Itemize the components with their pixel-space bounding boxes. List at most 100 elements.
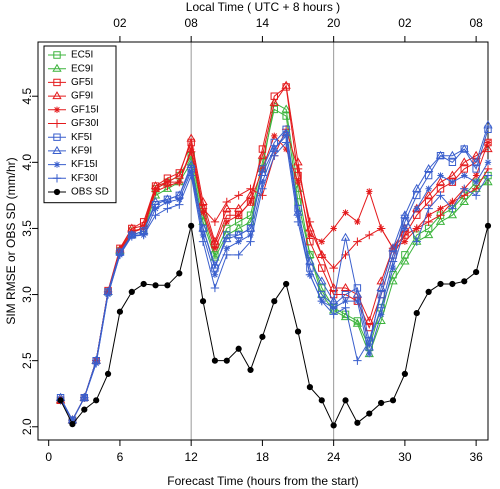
data-point	[328, 282, 339, 291]
data-point	[69, 421, 76, 428]
data-point	[388, 243, 398, 252]
data-point	[413, 211, 421, 219]
data-point	[103, 290, 113, 299]
data-point	[294, 178, 302, 186]
data-point	[330, 422, 337, 429]
data-point	[483, 171, 493, 180]
data-point	[164, 282, 171, 289]
data-point	[235, 212, 242, 219]
data-point	[330, 225, 337, 232]
y-axis-label: SIM RMSE or OBS SD (mm/hr)	[4, 157, 18, 324]
data-point	[447, 150, 458, 159]
data-point	[282, 132, 290, 140]
legend-label: OBS SD	[71, 187, 109, 198]
data-point	[412, 224, 421, 233]
data-point	[187, 165, 195, 173]
data-point	[484, 125, 492, 133]
data-point	[400, 211, 410, 220]
legend-marker	[52, 63, 62, 72]
data-point	[461, 172, 468, 179]
data-point	[127, 232, 136, 241]
data-point	[152, 205, 159, 212]
data-point	[389, 397, 397, 404]
data-point	[423, 163, 434, 172]
data-point	[234, 211, 243, 219]
data-point	[389, 264, 397, 272]
data-point	[188, 222, 195, 229]
data-point	[413, 309, 420, 317]
data-point	[352, 318, 363, 327]
data-point	[340, 282, 351, 291]
data-point	[436, 211, 445, 220]
data-point	[211, 245, 219, 252]
x-tick-label: 6	[117, 450, 124, 464]
x-tick-label: 18	[256, 450, 270, 464]
data-point	[306, 231, 314, 239]
top-tick-label: 02	[113, 16, 127, 30]
data-point	[484, 138, 492, 147]
data-point	[425, 212, 432, 219]
data-point	[259, 178, 266, 186]
data-point	[294, 212, 302, 219]
data-point	[329, 263, 338, 273]
data-point	[293, 217, 303, 227]
x-tick-label: 12	[184, 450, 198, 464]
data-point	[472, 178, 480, 186]
data-point	[484, 139, 492, 146]
data-point	[282, 125, 290, 133]
y-tick-label: 4.0	[20, 154, 34, 171]
data-point	[175, 200, 184, 209]
data-point	[80, 393, 89, 402]
legend-marker	[52, 91, 62, 100]
data-point	[376, 282, 386, 291]
data-point	[198, 237, 208, 246]
data-point	[281, 80, 291, 89]
x-axis-label: Forecast Time (hours from the start)	[167, 474, 358, 488]
data-point	[199, 298, 207, 305]
top-tick-label: 02	[398, 16, 412, 30]
data-point	[329, 310, 338, 319]
data-point	[401, 370, 408, 377]
data-point	[151, 187, 160, 196]
data-point	[247, 198, 254, 206]
legend-marker	[52, 119, 62, 128]
data-point	[186, 147, 196, 156]
legend-label: EC9I	[71, 63, 93, 74]
data-point	[115, 250, 125, 260]
legend-box	[43, 45, 117, 204]
data-point	[257, 167, 268, 176]
data-point	[211, 271, 219, 278]
data-point	[413, 231, 421, 239]
data-point	[128, 288, 135, 296]
y-tick-label: 2.5	[20, 352, 34, 369]
data-point	[199, 231, 207, 239]
data-point	[449, 280, 456, 288]
data-point	[151, 211, 160, 220]
data-point	[459, 196, 469, 206]
data-point	[435, 177, 446, 186]
data-point	[366, 350, 373, 358]
data-point	[376, 224, 386, 233]
legend-marker	[52, 145, 62, 154]
data-point	[354, 419, 361, 426]
data-point	[210, 252, 220, 261]
x-tick-label: 0	[45, 450, 52, 464]
legend-marker	[53, 188, 61, 196]
data-point	[233, 203, 244, 212]
data-point	[186, 133, 196, 142]
legend-label: GF5I	[71, 77, 93, 88]
data-point	[341, 303, 350, 312]
data-point	[354, 297, 361, 305]
data-point	[282, 112, 290, 120]
x-tick-label: 30	[398, 450, 412, 464]
data-point	[270, 92, 278, 100]
data-point	[472, 178, 480, 186]
data-point	[210, 260, 220, 269]
data-point	[306, 264, 314, 272]
data-point	[460, 165, 468, 173]
data-point	[222, 234, 232, 243]
data-point	[283, 280, 290, 288]
data-point	[104, 370, 112, 377]
data-point	[233, 230, 244, 239]
data-point	[353, 356, 362, 365]
